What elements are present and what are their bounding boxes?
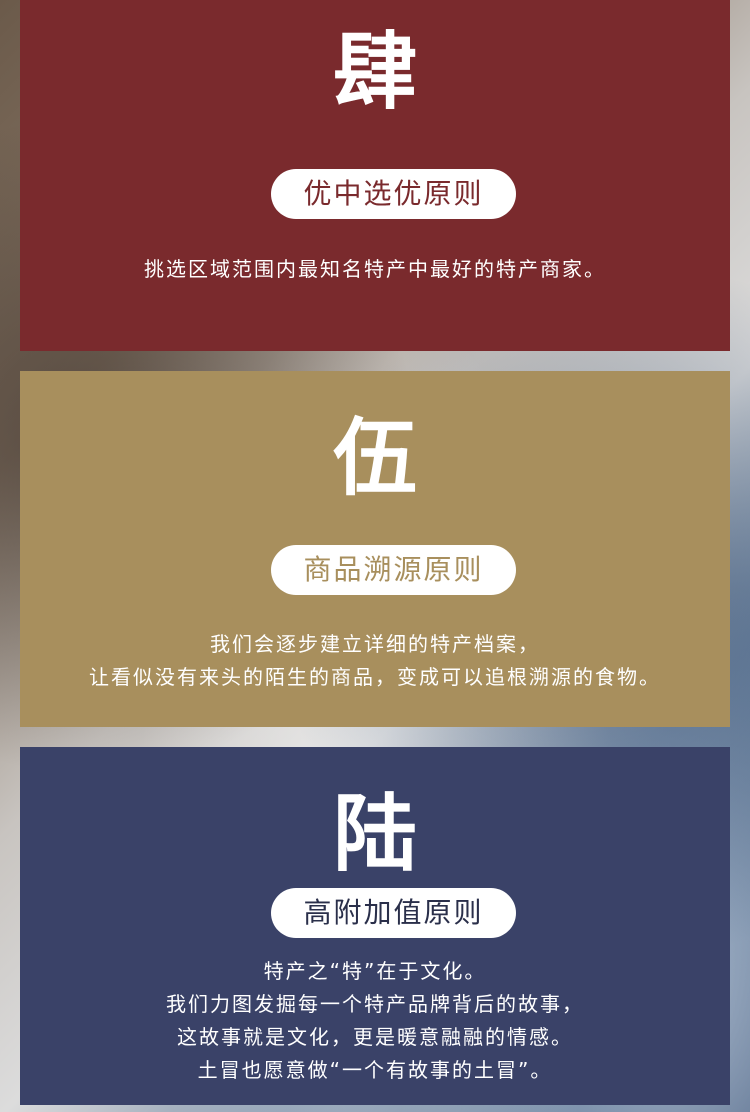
principle-section-6: 陆 高附加值原则 特产之“特”在于文化。 我们力图发掘每一个特产品牌背后的故事，… xyxy=(20,747,730,1105)
description-line: 挑选区域范围内最知名特产中最好的特产商家。 xyxy=(144,257,606,281)
section-description: 特产之“特”在于文化。 我们力图发掘每一个特产品牌背后的故事， 这故事就是文化，… xyxy=(20,955,730,1087)
section-description: 挑选区域范围内最知名特产中最好的特产商家。 xyxy=(20,253,730,286)
principle-section-4: 肆 优中选优原则 挑选区域范围内最知名特产中最好的特产商家。 xyxy=(20,0,730,351)
description-line: 土冒也愿意做“一个有故事的土冒”。 xyxy=(197,1058,553,1082)
description-line: 让看似没有来头的陌生的商品，变成可以追根溯源的食物。 xyxy=(89,665,661,689)
description-line: 这故事就是文化，更是暖意融融的情感。 xyxy=(177,1025,573,1049)
principle-section-5: 伍 商品溯源原则 我们会逐步建立详细的特产档案， 让看似没有来头的陌生的商品，变… xyxy=(20,371,730,727)
section-numeral: 肆 xyxy=(332,22,417,121)
section-title-badge: 高附加值原则 xyxy=(271,888,516,938)
description-line: 我们力图发掘每一个特产品牌背后的故事， xyxy=(166,992,584,1016)
section-numeral: 陆 xyxy=(332,784,417,883)
section-title-badge: 优中选优原则 xyxy=(271,169,516,219)
section-numeral: 伍 xyxy=(332,408,417,507)
description-line: 我们会逐步建立详细的特产档案， xyxy=(210,632,540,656)
section-description: 我们会逐步建立详细的特产档案， 让看似没有来头的陌生的商品，变成可以追根溯源的食… xyxy=(20,628,730,694)
description-line: 特产之“特”在于文化。 xyxy=(263,959,487,983)
section-title-badge: 商品溯源原则 xyxy=(271,545,516,595)
